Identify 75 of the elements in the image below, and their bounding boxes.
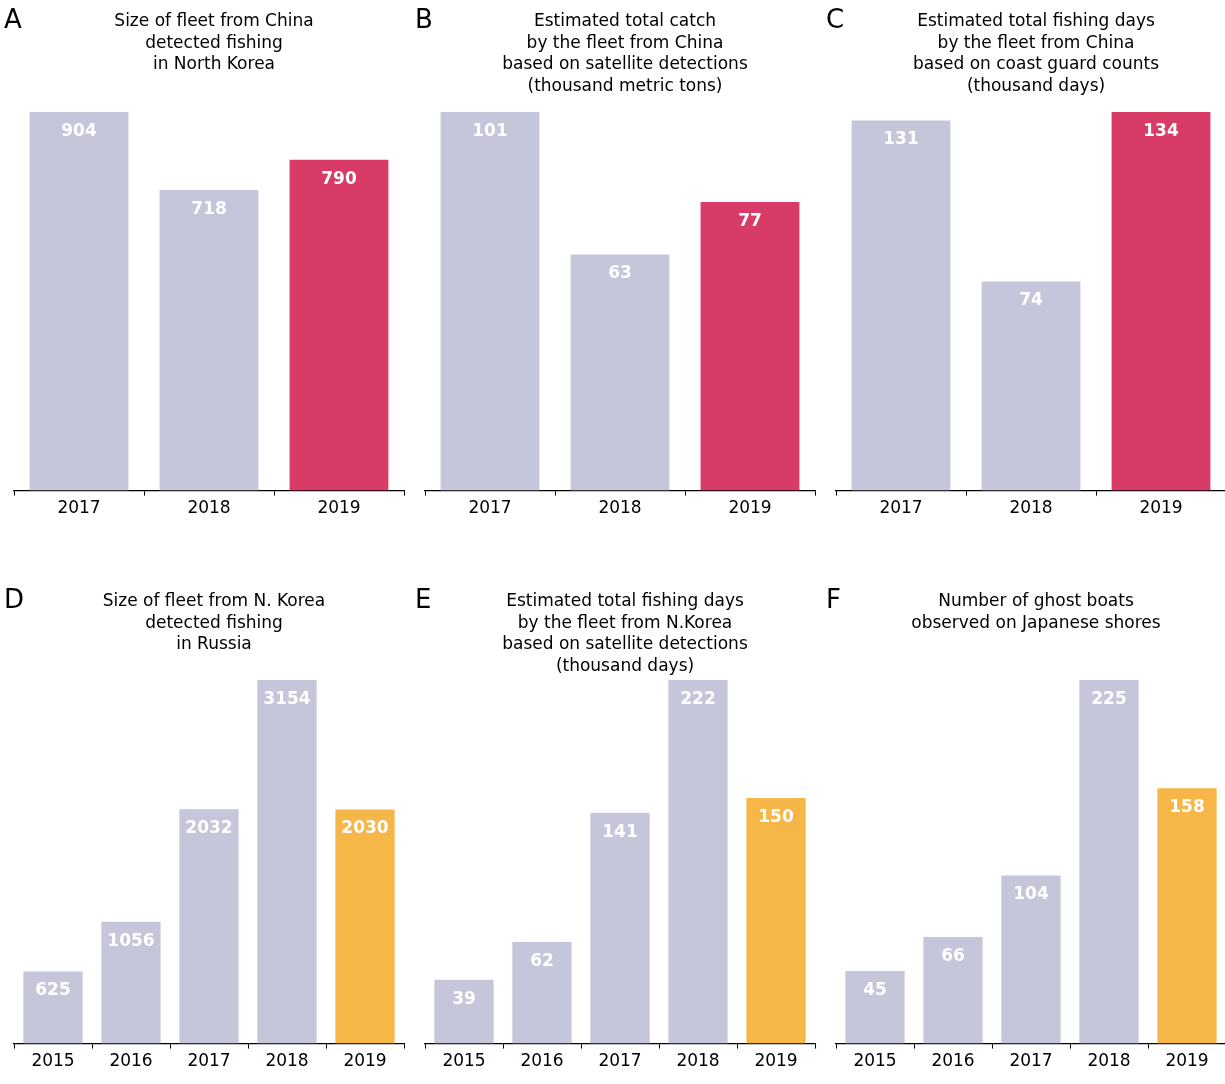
x-tick-label: 2018 (187, 497, 231, 518)
data-label: 225 (1091, 687, 1127, 708)
data-label: 141 (602, 820, 638, 841)
data-label: 62 (530, 949, 554, 970)
bar (746, 797, 806, 1044)
data-label: 3154 (263, 687, 311, 708)
x-tick-label: 2017 (57, 497, 101, 518)
data-label: 45 (863, 978, 887, 999)
x-tick-label: 2019 (728, 497, 772, 518)
data-label: 718 (191, 197, 227, 218)
x-tick-label: 2019 (343, 1050, 387, 1071)
data-label: 74 (1019, 289, 1043, 310)
x-tick-label: 2015 (853, 1050, 897, 1071)
bar (101, 921, 161, 1044)
x-tick-label: 2017 (468, 497, 512, 518)
data-label: 625 (35, 979, 71, 1000)
x-tick-label: 2019 (317, 497, 361, 518)
x-tick-label: 2016 (931, 1050, 975, 1071)
x-tick-label: 2018 (676, 1050, 720, 1071)
data-label: 66 (941, 944, 965, 965)
data-label: 77 (738, 209, 762, 230)
data-label: 39 (452, 987, 476, 1008)
data-label: 222 (680, 687, 716, 708)
bar (257, 680, 317, 1044)
x-tick-label: 2018 (1087, 1050, 1131, 1071)
text: C (826, 4, 845, 34)
chart-title: Estimated total fishing days by the fleet from China based on coast guard counts (thousand days) (912, 10, 1160, 95)
x-tick-label: 2018 (1009, 497, 1053, 518)
data-label: 63 (608, 262, 632, 283)
bar (668, 680, 728, 1044)
text: D (4, 584, 25, 614)
text: A (4, 4, 22, 34)
x-tick-label: 2018 (265, 1050, 309, 1071)
x-tick-label: 2015 (31, 1050, 75, 1071)
bar (512, 942, 572, 1044)
text: E (415, 584, 432, 614)
text: F (826, 584, 841, 614)
x-tick-label: 2015 (442, 1050, 486, 1071)
data-label: 158 (1169, 796, 1205, 817)
chart-title: Estimated total catch by the fleet from China based on satellite detections (thousand metric tons) (501, 10, 749, 96)
data-label: 150 (758, 805, 794, 826)
data-label: 2032 (185, 817, 233, 838)
x-tick-label: 2018 (598, 497, 642, 518)
data-label: 134 (1143, 119, 1179, 140)
bar (179, 809, 239, 1044)
x-tick-label: 2016 (520, 1050, 564, 1071)
bar (23, 971, 83, 1044)
bar (434, 979, 494, 1044)
data-label: 1056 (107, 929, 155, 950)
bar (923, 936, 983, 1044)
data-label: 904 (61, 119, 97, 140)
x-tick-label: 2019 (754, 1050, 798, 1071)
x-tick-label: 2019 (1139, 497, 1183, 518)
chart-title: Estimated total fishing days by the fleet from N.Korea based on satellite detections (thousand days) (501, 590, 749, 676)
data-label: 131 (883, 128, 919, 149)
x-tick-label: 2017 (1009, 1050, 1053, 1071)
bar (590, 812, 650, 1044)
bar (845, 970, 905, 1044)
bar (1079, 680, 1139, 1044)
chart-title: Size of fleet from China detected fishing in North Korea (113, 10, 315, 75)
x-tick-label: 2017 (879, 497, 923, 518)
data-label: 790 (321, 167, 357, 188)
bar (335, 809, 395, 1044)
x-tick-label: 2017 (187, 1050, 231, 1071)
bar (1001, 875, 1061, 1044)
text: B (415, 4, 433, 34)
data-label: 101 (472, 119, 508, 140)
bar (1157, 788, 1217, 1044)
data-label: 104 (1013, 883, 1049, 904)
data-label: 2030 (341, 817, 389, 838)
x-tick-label: 2016 (109, 1050, 153, 1071)
x-tick-label: 2017 (598, 1050, 642, 1071)
chart-title: Number of ghost boats observed on Japanese shores (910, 590, 1162, 633)
chart-title: Size of fleet from N. Korea detected fishing in Russia (102, 590, 326, 653)
x-tick-label: 2019 (1165, 1050, 1209, 1071)
